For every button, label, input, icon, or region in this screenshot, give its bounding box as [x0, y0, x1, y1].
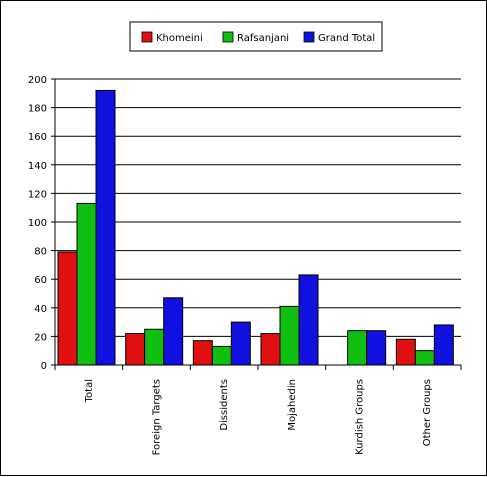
- x-tick-label-dissidents: Dissidents: [219, 379, 230, 431]
- y-tick-label-40: 40: [34, 304, 47, 315]
- x-axis: Total Foreign Targets Dissidents Mojahedin K…: [54, 79, 462, 455]
- bar-grand-total-foreign-targets: [163, 297, 184, 366]
- y-tick-label-140: 140: [28, 161, 47, 172]
- bar-grand-total-mojahedin: [298, 274, 319, 366]
- bar-grand-total-dissidents: [230, 321, 251, 366]
- legend-label-rafsanjani: Rafsanjani: [237, 33, 289, 44]
- bar-rafsanjani-mojahedin: [279, 305, 300, 366]
- bar-rafsanjani-total: [76, 202, 97, 366]
- y-tick-label-0: 0: [41, 361, 47, 372]
- bars: [57, 89, 454, 366]
- bar-khomeini-foreign-targets: [125, 333, 146, 366]
- bar-rafsanjani-foreign-targets: [144, 328, 165, 366]
- x-tick-label-other-groups: Other Groups: [422, 379, 433, 446]
- x-tick-label-foreign-targets: Foreign Targets: [152, 379, 163, 455]
- y-axis: 0 20 40 60 80 100 120 140 160 180 200: [28, 75, 55, 372]
- y-tick-label-180: 180: [28, 104, 47, 115]
- legend-box: [129, 21, 383, 52]
- bar-grand-total-other-groups: [433, 324, 454, 366]
- x-tick-label-kurdish-groups: Kurdish Groups: [355, 379, 366, 455]
- bar-rafsanjani-dissidents: [211, 345, 232, 366]
- x-tick-label-total: Total: [84, 379, 95, 403]
- y-tick-label-160: 160: [28, 132, 47, 143]
- y-tick-label-120: 120: [28, 189, 47, 200]
- x-tick-label-mojahedin: Mojahedin: [287, 379, 298, 431]
- y-tick-label-80: 80: [34, 247, 47, 258]
- y-tick-label-60: 60: [34, 275, 47, 286]
- y-tick-label-200: 200: [28, 75, 47, 86]
- legend-swatch-rafsanjani: [222, 31, 234, 43]
- bar-khomeini-dissidents: [192, 340, 213, 366]
- bar-rafsanjani-other-groups: [414, 350, 435, 366]
- legend: Khomeini Rafsanjani Grand Total: [129, 21, 383, 52]
- bar-khomeini-other-groups: [395, 338, 416, 366]
- legend-label-khomeini: Khomeini: [156, 33, 203, 44]
- bar-grand-total-total: [95, 89, 116, 366]
- bar-grand-total-kurdish-groups: [366, 330, 387, 366]
- legend-label-grand-total: Grand Total: [318, 33, 375, 44]
- legend-swatch-grand-total: [303, 31, 315, 43]
- y-tick-label-100: 100: [28, 218, 47, 229]
- y-tick-label-20: 20: [34, 332, 47, 343]
- bar-khomeini-total: [57, 251, 78, 366]
- bar-khomeini-mojahedin: [260, 333, 281, 366]
- gridlines: [55, 78, 461, 366]
- bar-rafsanjani-kurdish-groups: [347, 330, 368, 366]
- legend-swatch-khomeini: [141, 31, 153, 43]
